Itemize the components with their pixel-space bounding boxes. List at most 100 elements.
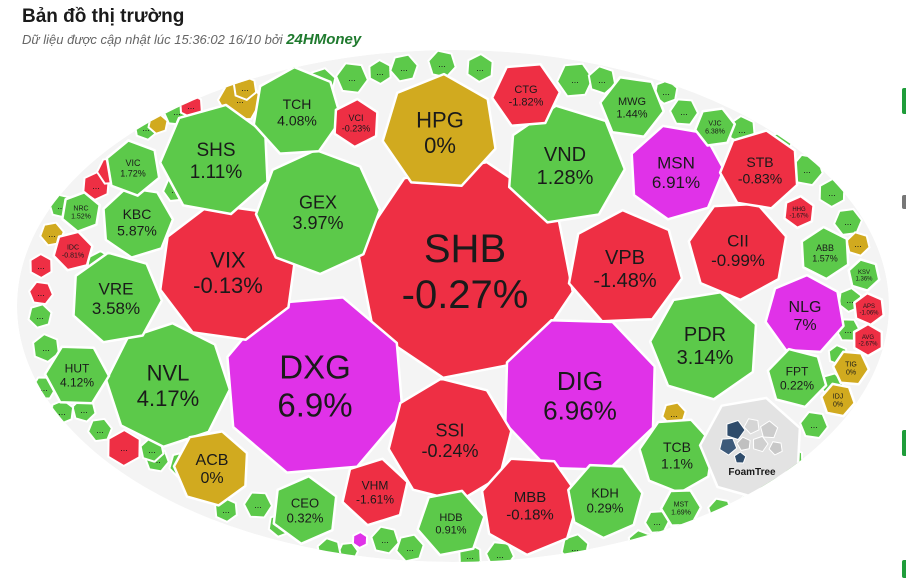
filler-cell[interactable] bbox=[147, 113, 169, 135]
filler-cell[interactable] bbox=[653, 79, 679, 105]
filler-cell[interactable] bbox=[587, 65, 617, 95]
treemap-cell-shape bbox=[72, 251, 164, 344]
filler-cell[interactable] bbox=[832, 208, 864, 236]
treemap-cell-vpb[interactable]: VPB-1.48% bbox=[567, 208, 684, 323]
filler-cell[interactable] bbox=[798, 410, 830, 440]
treemap-cell-shape bbox=[490, 63, 562, 127]
filler-cell-ellipsis: ... bbox=[680, 107, 688, 117]
filler-cell[interactable] bbox=[370, 525, 400, 555]
filler-cell[interactable] bbox=[389, 53, 419, 83]
change-label: 0% bbox=[200, 470, 223, 487]
change-label: 1.11% bbox=[190, 162, 243, 183]
change-label: 6.96% bbox=[543, 396, 617, 426]
treemap-cell-shb[interactable]: SHB-0.27% bbox=[355, 160, 575, 380]
filler-cell-ellipsis: ... bbox=[187, 101, 195, 111]
update-time-text: Dữ liệu được cập nhật lúc 15:36:02 16/10… bbox=[22, 32, 283, 47]
filler-cell[interactable] bbox=[29, 252, 53, 280]
treemap-cell-mbb[interactable]: MBB-0.18% bbox=[480, 457, 581, 557]
ticker-label: CEO bbox=[291, 495, 319, 510]
treemap-cell-avg[interactable]: AVG-2.67% bbox=[852, 322, 884, 358]
treemap-cell-aps[interactable]: APS-1.06% bbox=[853, 291, 885, 327]
filler-cell[interactable] bbox=[368, 58, 392, 86]
ticker-label: MSN bbox=[657, 154, 695, 173]
treemap-cell-shape bbox=[333, 97, 379, 149]
ticker-label: KSV bbox=[858, 270, 870, 276]
filler-cell[interactable] bbox=[27, 303, 53, 329]
ticker-label: ACB bbox=[196, 452, 229, 469]
treemap-cell-shape bbox=[800, 225, 850, 281]
treemap-cell-vix[interactable]: VIX-0.13% bbox=[159, 203, 297, 341]
treemap-cell-vhm[interactable]: VHM-1.61% bbox=[341, 457, 409, 527]
treemap-cell-ctg[interactable]: CTG-1.82% bbox=[490, 63, 562, 127]
filler-cell[interactable] bbox=[32, 332, 60, 364]
ticker-label: MST bbox=[674, 502, 690, 509]
brand-name[interactable]: 24HMoney bbox=[286, 31, 362, 48]
ticker-label: HUT bbox=[65, 362, 90, 376]
treemap-cell-idc[interactable]: IDC-0.81% bbox=[52, 230, 94, 272]
treemap-cell-shape bbox=[852, 322, 884, 358]
foamtree-logo: FoamTree bbox=[698, 396, 802, 501]
filler-cell[interactable] bbox=[27, 280, 55, 306]
treemap-cell-cii[interactable]: CII-0.99% bbox=[687, 202, 788, 302]
filler-cell[interactable] bbox=[668, 98, 700, 126]
filler-cell[interactable] bbox=[627, 529, 653, 555]
filler-cell[interactable] bbox=[351, 530, 369, 550]
filler-cell[interactable] bbox=[466, 52, 494, 84]
treemap-cell-shape bbox=[693, 107, 737, 147]
filler-cell[interactable] bbox=[334, 62, 370, 94]
filler-cell-ellipsis: ... bbox=[57, 201, 65, 211]
treemap-cell-ssi[interactable]: SSI-0.24% bbox=[387, 377, 513, 503]
treemap-cell-vci[interactable]: VCI-0.23% bbox=[333, 97, 379, 149]
treemap-cell-shape bbox=[480, 457, 581, 557]
treemap-cell-hhg[interactable]: HHG-1.67% bbox=[783, 194, 815, 230]
ticker-label: SHB bbox=[424, 227, 506, 271]
filler-cell[interactable] bbox=[242, 491, 274, 519]
filler-cell-ellipsis: ... bbox=[844, 325, 852, 335]
ticker-label: APS bbox=[863, 304, 875, 310]
treemap-cell-stb[interactable]: STB-0.83% bbox=[718, 129, 799, 210]
filler-cell-ellipsis: ... bbox=[738, 125, 746, 135]
treemap-cell-shape bbox=[102, 186, 175, 259]
filler-cell-ellipsis: ... bbox=[80, 405, 88, 415]
filler-cell[interactable] bbox=[706, 509, 734, 541]
ticker-label: IDJ bbox=[833, 394, 844, 401]
filler-cell[interactable] bbox=[734, 495, 760, 521]
filler-cell-ellipsis: ... bbox=[142, 123, 150, 133]
filler-cell-ellipsis: ... bbox=[743, 503, 751, 513]
filler-cell-ellipsis: ... bbox=[636, 537, 644, 547]
change-label: 0.32% bbox=[287, 510, 324, 525]
filler-cell-ellipsis: ... bbox=[496, 550, 504, 560]
ticker-label: TCH bbox=[283, 96, 312, 112]
filler-cell[interactable] bbox=[86, 417, 114, 443]
treemap-cell-shape bbox=[381, 72, 497, 188]
